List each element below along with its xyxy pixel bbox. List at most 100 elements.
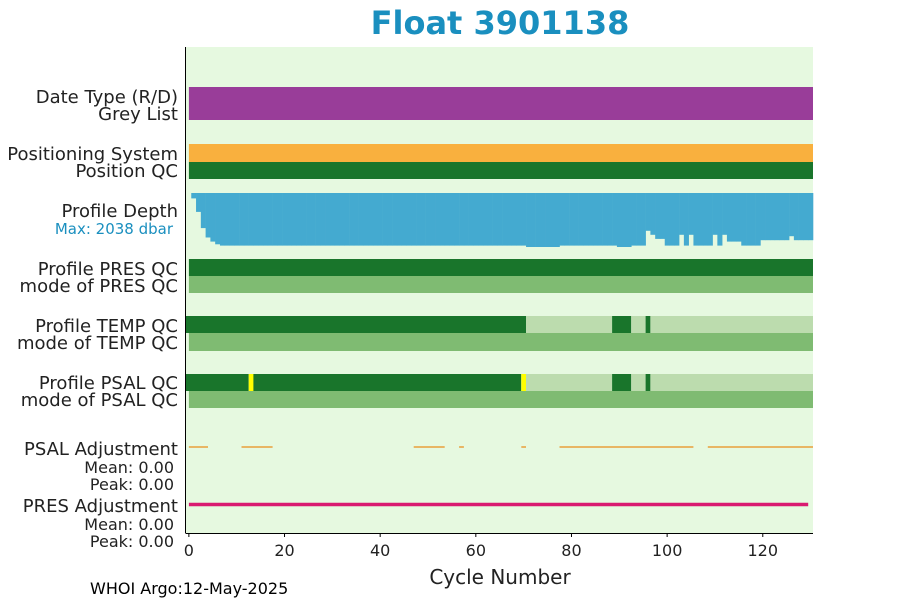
position-qc-segment-0 [188, 162, 813, 179]
depth-bar-119 [755, 193, 761, 246]
depth-bar-33 [344, 193, 350, 246]
depth-bar-98 [655, 193, 661, 239]
label-mode-pres-qc: mode of PRES QC [20, 276, 178, 297]
profile-temp-qc-segment-2 [612, 316, 632, 333]
positioning-system-segment-0 [188, 144, 813, 162]
depth-bar-71 [526, 193, 532, 247]
depth-bar-66 [502, 193, 508, 246]
label-psal-adj-peak: Peak: 0.00 [90, 475, 174, 494]
depth-bar-107 [698, 193, 704, 246]
depth-bar-115 [736, 193, 742, 242]
depth-bar-54 [444, 193, 450, 246]
depth-bar-97 [650, 193, 656, 235]
depth-bar-49 [420, 193, 426, 246]
x-tick-label-0: 0 [184, 541, 194, 560]
profile-psal-qc-segment-3 [521, 374, 527, 391]
depth-bar-28 [320, 193, 326, 246]
label-psal-adjustment: PSAL Adjustment [24, 439, 178, 460]
profile-pres-qc-segment-0 [188, 259, 813, 276]
depth-bar-81 [573, 193, 579, 246]
depth-bar-36 [358, 193, 364, 246]
depth-bar-67 [506, 193, 512, 246]
depth-bar-46 [406, 193, 412, 246]
depth-bar-91 [621, 193, 627, 247]
depth-bar-52 [435, 193, 441, 246]
label-mode-psal-qc: mode of PSAL QC [21, 390, 178, 411]
depth-bar-58 [463, 193, 469, 246]
depth-bar-110 [712, 193, 718, 235]
depth-bar-2 [196, 193, 202, 212]
depth-bar-106 [693, 193, 699, 246]
depth-bar-1 [191, 193, 197, 199]
depth-bar-3 [200, 193, 206, 229]
depth-bar-48 [416, 193, 422, 246]
depth-bar-24 [301, 193, 307, 246]
depth-bar-63 [487, 193, 493, 246]
depth-bar-76 [549, 193, 556, 247]
depth-bar-95 [640, 193, 646, 246]
depth-bar-20 [282, 193, 288, 246]
profile-psal-qc-segment-2 [253, 374, 522, 391]
depth-bar-85 [593, 193, 599, 246]
depth-bar-96 [645, 193, 651, 231]
label-positioning-system: Positioning System [7, 144, 178, 165]
depth-bar-99 [659, 193, 666, 239]
label-pres-adj-peak: Peak: 0.00 [90, 532, 174, 551]
profile-temp-qc-segment-0 [186, 316, 526, 333]
profile-temp-qc-segment-1 [526, 316, 613, 333]
depth-bar-117 [746, 193, 752, 246]
mode-psal-qc-segment-0 [188, 391, 813, 408]
depth-bar-41 [382, 193, 388, 246]
depth-bar-5 [210, 193, 216, 242]
depth-bar-23 [296, 193, 302, 246]
depth-bar-7 [219, 193, 226, 246]
depth-bar-42 [387, 193, 393, 246]
depth-bar-116 [741, 193, 747, 246]
depth-bar-59 [468, 193, 474, 246]
depth-bar-47 [411, 193, 417, 246]
depth-bar-13 [248, 193, 254, 246]
profile-temp-qc-segment-5 [650, 316, 813, 333]
depth-bar-121 [765, 193, 771, 241]
label-grey-list: Grey List [98, 104, 178, 125]
depth-bar-8 [224, 193, 230, 246]
depth-bar-101 [669, 193, 675, 246]
depth-bar-77 [554, 193, 560, 247]
depth-bar-37 [363, 193, 369, 246]
depth-bar-123 [774, 193, 780, 241]
depth-bar-16 [263, 193, 269, 246]
depth-bar-113 [726, 193, 732, 242]
depth-bar-79 [564, 193, 570, 246]
depth-bar-10 [234, 193, 240, 246]
depth-bar-6 [215, 193, 221, 245]
profile-psal-qc-segment-4 [526, 374, 613, 391]
depth-bar-35 [353, 193, 359, 246]
label-psal-adj-mean: Mean: 0.00 [84, 458, 174, 477]
depth-bar-108 [703, 193, 709, 246]
depth-bar-44 [396, 193, 402, 246]
depth-bar-118 [750, 193, 756, 246]
x-tick-label-120: 120 [748, 541, 779, 560]
depth-bar-78 [559, 193, 565, 246]
depth-bar-26 [310, 193, 316, 246]
label-position-qc: Position QC [75, 161, 178, 182]
label-pres-adjustment: PRES Adjustment [23, 496, 178, 517]
depth-bar-56 [454, 193, 460, 246]
depth-bar-88 [607, 193, 613, 246]
x-tick-label-60: 60 [466, 541, 486, 560]
x-tick-label-80: 80 [561, 541, 581, 560]
depth-bar-55 [449, 193, 455, 246]
chart-title: Float 3901138 [371, 4, 630, 42]
depth-bar-4 [205, 193, 211, 238]
depth-bar-50 [425, 193, 431, 246]
depth-bar-129 [803, 193, 809, 241]
depth-bar-125 [784, 193, 790, 241]
depth-bar-9 [229, 193, 235, 246]
depth-bar-40 [377, 193, 383, 246]
depth-bar-32 [339, 193, 345, 246]
depth-bar-83 [583, 193, 589, 246]
depth-bar-102 [674, 193, 680, 246]
profile-psal-qc-segment-6 [631, 374, 646, 391]
